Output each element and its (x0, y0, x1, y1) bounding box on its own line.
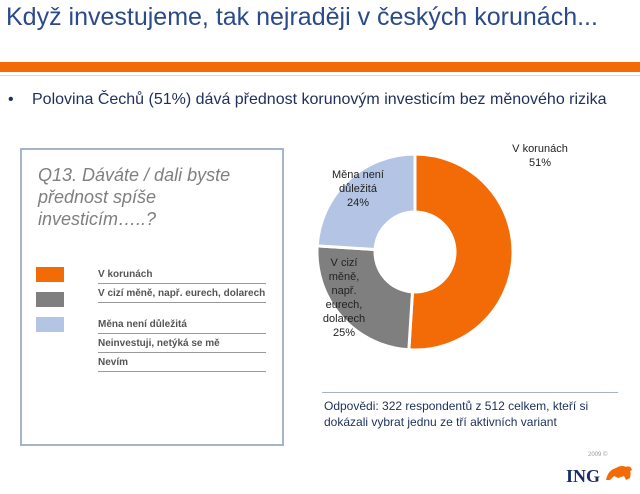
donut-slice-0 (407, 152, 515, 352)
question-box: Q13. Dáváte / dali byste přednost spíše … (20, 148, 284, 446)
legend-label: Měna není důležitá (98, 318, 266, 334)
slice-label-cizi-line1: V cizí (330, 257, 358, 269)
slice-label-cizi-line3: např. (331, 285, 357, 297)
legend-label: V cizí měně, např. eurech, dolarech (98, 287, 266, 303)
legend-item: Neinvestuji, netýká se mě (36, 333, 266, 353)
lion-icon (606, 466, 632, 480)
slice-label-korunach-name: V korunách (512, 143, 568, 155)
legend-item: V korunách (36, 264, 266, 284)
slice-label-nedulezita-line2: důležitá (339, 183, 377, 195)
key-finding: • Polovina Čechů (51%) dává přednost kor… (8, 90, 608, 110)
slice-label-cizi-line2: měně, (328, 271, 360, 283)
slice-label-cizi-value: 25% (332, 327, 356, 339)
slice-label-korunach-value: 51% (528, 157, 552, 169)
respondents-note: Odpovědi: 322 respondentů z 512 celkem, … (324, 399, 589, 429)
legend-item: V cizí měně, např. eurech, dolarech (36, 283, 266, 314)
note-divider (322, 392, 618, 393)
donut-slice-1 (315, 244, 415, 352)
slice-label-cizi: V cizí měně, např. eurech, dolarech 25% (312, 256, 376, 340)
question-text: Q13. Dáváte / dali byste přednost spíše … (38, 165, 231, 229)
title-accent-bar (0, 62, 640, 72)
legend-label: Nevím (98, 356, 266, 372)
copyright-text: 2009 © (588, 452, 608, 458)
logo-text: ING (566, 466, 601, 486)
legend-item: Měna není důležitá (36, 314, 266, 334)
donut-slice-2 (315, 152, 417, 252)
slice-label-cizi-line4: eurech, (325, 299, 363, 311)
legend-swatch (36, 317, 64, 332)
ing-logo: ING (562, 458, 636, 488)
title-divider (0, 75, 640, 76)
legend-label: Neinvestuji, netýká se mě (98, 337, 266, 353)
legend-label: V korunách (98, 268, 266, 284)
slice-label-cizi-line5: dolarech (322, 313, 366, 325)
bullet-icon: • (8, 91, 14, 108)
slice-label-korunach: V korunách 51% (500, 142, 580, 170)
key-finding-text: Polovina Čechů (51%) dává přednost korun… (32, 91, 607, 108)
page-title: Když investujeme, tak nejraději v českýc… (6, 3, 598, 31)
legend: V korunách V cizí měně, např. eurech, do… (36, 264, 266, 372)
slice-label-nedulezita: Měna není důležitá 24% (326, 168, 390, 210)
donut-chart (315, 152, 515, 352)
slice-label-nedulezita-line1: Měna není (332, 169, 384, 181)
slice-label-nedulezita-value: 24% (346, 197, 370, 209)
legend-swatch (36, 267, 64, 282)
legend-swatch (36, 292, 64, 307)
legend-item: Nevím (36, 352, 266, 372)
